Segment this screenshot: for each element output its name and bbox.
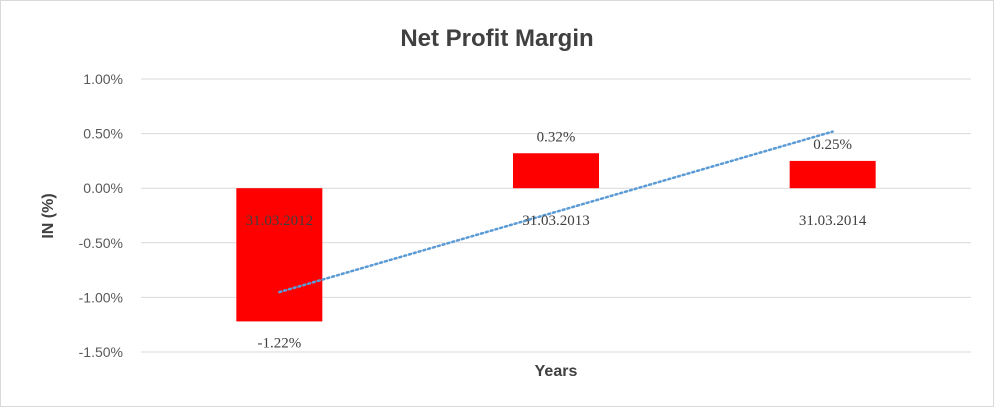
y-tick-label: -1.50% <box>79 344 123 360</box>
y-tick-label: 1.00% <box>83 71 123 87</box>
y-tick-label: 0.50% <box>83 126 123 142</box>
trendline <box>278 130 834 294</box>
labels: -1.22% 31.03.2012 0.32% 31.03.2013 0.25% 31.0… <box>246 129 867 351</box>
bar <box>513 153 599 189</box>
data-label: 0.25% <box>813 137 852 153</box>
bars <box>236 153 876 322</box>
y-tick-label: -0.50% <box>79 235 123 251</box>
category-label: 31.03.2014 <box>799 213 867 229</box>
bar <box>789 160 876 189</box>
y-tick-label: 0.00% <box>83 180 123 196</box>
category-label: 31.03.2012 <box>246 213 314 229</box>
category-label: 31.03.2013 <box>522 213 590 229</box>
data-label: -1.22% <box>257 335 301 351</box>
data-label: 0.32% <box>537 129 576 145</box>
trendline-layer <box>278 130 834 294</box>
bar <box>236 188 323 322</box>
y-tick-label: -1.00% <box>79 289 123 305</box>
y-axis-ticks: 1.00% 0.50% 0.00% -0.50% -1.00% -1.50% <box>79 71 123 360</box>
x-axis-title: Years <box>535 363 578 380</box>
y-axis-title: IN (%) <box>40 193 57 238</box>
chart-title: Net Profit Margin <box>400 25 593 52</box>
